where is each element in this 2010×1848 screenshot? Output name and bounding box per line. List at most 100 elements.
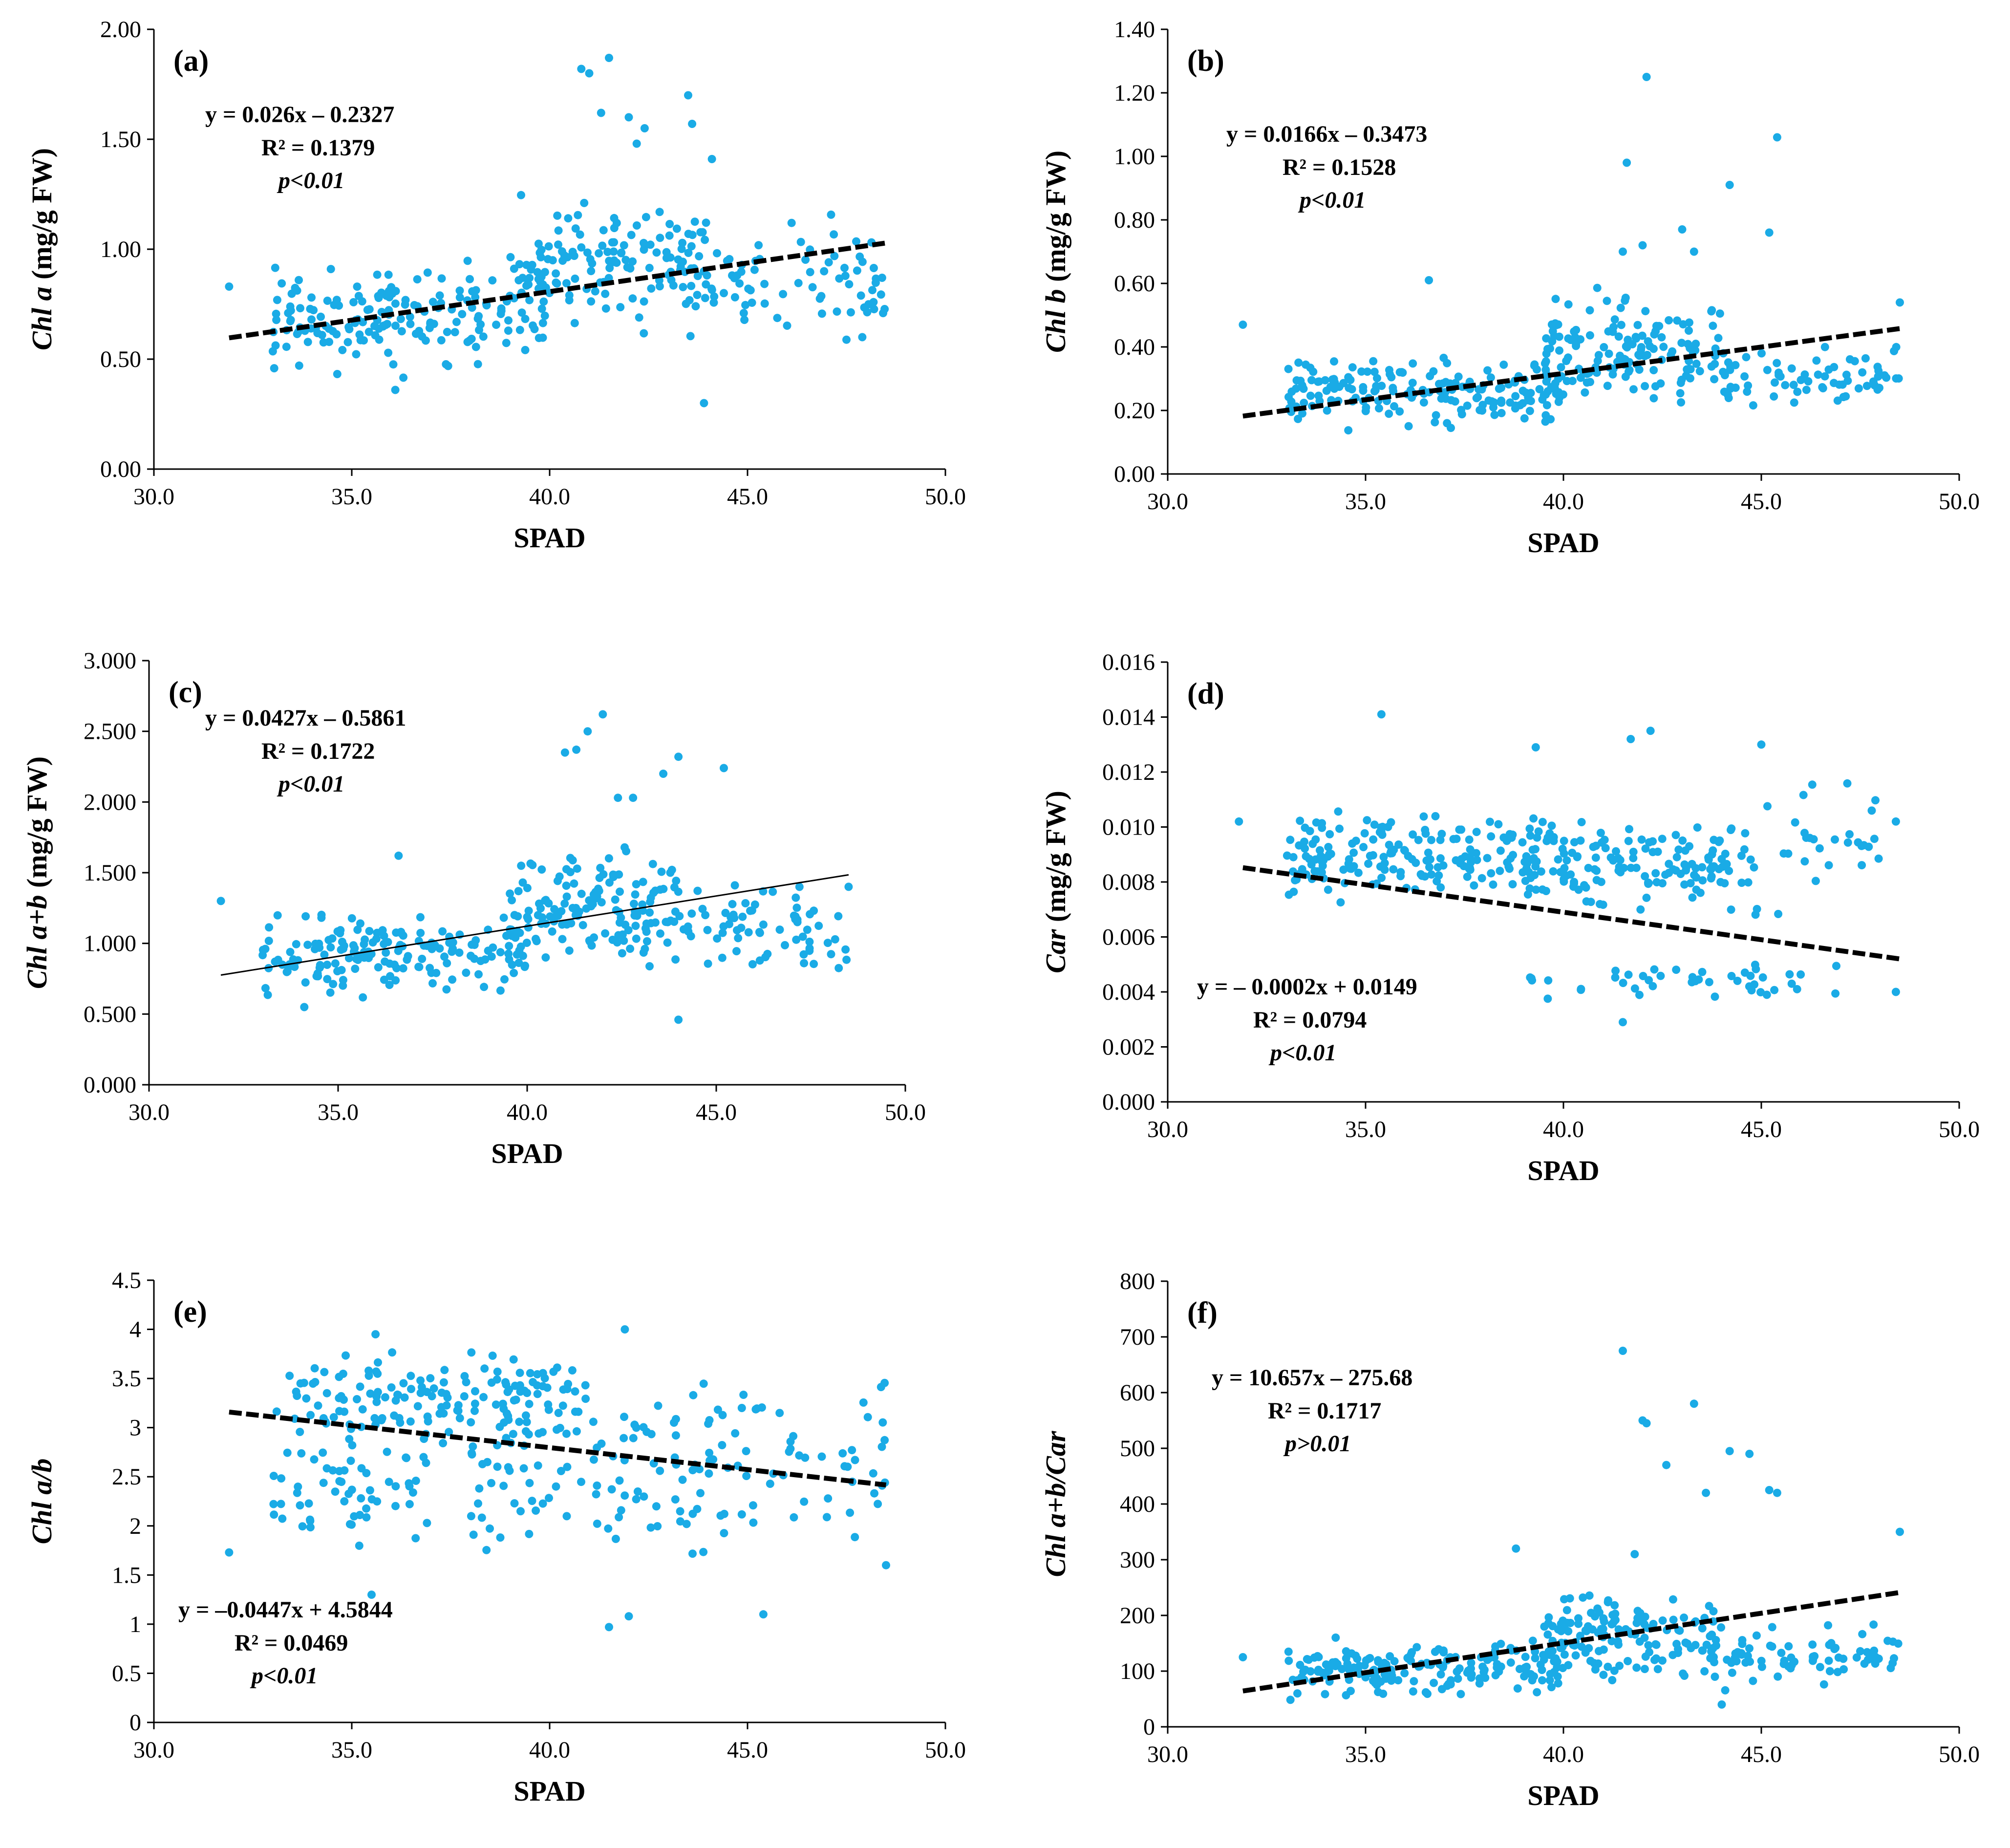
data-point — [677, 244, 686, 253]
data-point — [1326, 383, 1335, 391]
data-point — [545, 1494, 553, 1503]
data-point — [590, 933, 599, 942]
data-point — [1678, 836, 1687, 845]
data-point — [791, 893, 800, 902]
data-point — [1619, 247, 1627, 256]
data-point — [1394, 1676, 1403, 1685]
panel-label: (f) — [1187, 1296, 1218, 1330]
data-point — [439, 1439, 448, 1447]
data-point — [1497, 396, 1506, 405]
data-point — [635, 313, 643, 322]
data-point — [1641, 872, 1649, 881]
data-point — [852, 237, 860, 246]
data-point — [656, 929, 664, 938]
data-point — [340, 1396, 348, 1404]
data-point — [1239, 1653, 1247, 1661]
data-point — [1841, 392, 1850, 401]
data-point — [1497, 384, 1506, 392]
regression-equation: y = – 0.0002x + 0.0149 — [1197, 974, 1417, 1000]
data-point — [445, 1428, 453, 1437]
data-point — [1329, 375, 1338, 384]
data-point — [603, 248, 612, 256]
data-point — [496, 948, 505, 957]
data-point — [1380, 859, 1389, 867]
data-point — [1676, 389, 1685, 398]
data-point — [340, 1497, 349, 1505]
data-point — [518, 274, 527, 282]
data-point — [1765, 228, 1774, 237]
y-axis-title: Chl a+b (mg/g FW) — [21, 756, 53, 989]
data-point — [662, 254, 671, 262]
x-tick-label: 45.0 — [727, 1737, 768, 1763]
data-point — [282, 343, 291, 351]
data-point — [263, 990, 272, 999]
y-tick-label: 3 — [129, 1415, 141, 1441]
data-point — [559, 1385, 568, 1394]
data-point — [863, 1413, 872, 1421]
data-point — [653, 1522, 662, 1530]
data-point — [515, 1381, 524, 1390]
data-point — [455, 293, 464, 302]
data-point — [1726, 362, 1735, 371]
data-point — [1604, 1662, 1612, 1671]
data-point — [1425, 276, 1433, 284]
data-point — [1585, 1591, 1594, 1600]
data-point — [1511, 392, 1520, 401]
x-tick-label: 30.0 — [133, 1737, 174, 1763]
data-point — [370, 1414, 379, 1422]
data-point — [682, 300, 690, 308]
data-point — [372, 1367, 381, 1376]
data-point — [1891, 817, 1900, 826]
data-point — [522, 939, 531, 947]
data-point — [477, 1513, 486, 1522]
data-point — [1684, 340, 1692, 348]
data-point — [1582, 378, 1591, 387]
data-point — [858, 333, 867, 342]
data-point — [1756, 988, 1765, 997]
data-point — [1477, 874, 1486, 882]
data-point — [1480, 1665, 1489, 1674]
data-point — [647, 1430, 656, 1439]
data-point — [535, 334, 543, 343]
data-point — [599, 710, 607, 719]
data-point — [1621, 372, 1630, 381]
data-point — [1346, 376, 1355, 384]
trend-line — [1242, 865, 1901, 962]
data-point — [1363, 367, 1372, 376]
trend-line — [229, 1409, 887, 1487]
data-point — [475, 1484, 484, 1493]
data-point — [1326, 830, 1334, 838]
data-point — [1421, 826, 1430, 834]
data-point — [1334, 807, 1343, 816]
x-tick-label: 30.0 — [1147, 489, 1188, 515]
data-point — [455, 948, 464, 957]
data-point — [814, 922, 823, 930]
data-point — [678, 1475, 687, 1484]
data-point — [515, 325, 524, 334]
data-point — [1555, 392, 1564, 401]
data-point — [868, 286, 877, 295]
data-point — [1793, 387, 1802, 396]
data-point — [272, 316, 281, 324]
data-point — [340, 1407, 349, 1416]
data-point — [629, 794, 638, 802]
data-point — [1564, 334, 1573, 343]
data-point — [1389, 384, 1397, 392]
data-point — [1410, 1677, 1418, 1686]
data-point — [560, 899, 569, 908]
y-tick-label: 4.5 — [112, 1268, 141, 1293]
data-point — [1757, 740, 1766, 749]
x-tick-label: 35.0 — [1345, 489, 1386, 515]
data-point — [269, 1500, 278, 1508]
data-point — [648, 860, 657, 868]
data-point — [336, 929, 344, 938]
data-point — [728, 900, 737, 908]
data-point — [1644, 880, 1653, 888]
data-point — [371, 331, 380, 340]
data-point — [335, 301, 343, 310]
data-point — [1744, 381, 1753, 390]
data-point — [467, 1512, 475, 1521]
data-point — [1473, 856, 1481, 864]
data-point — [827, 210, 835, 219]
data-point — [840, 263, 849, 272]
